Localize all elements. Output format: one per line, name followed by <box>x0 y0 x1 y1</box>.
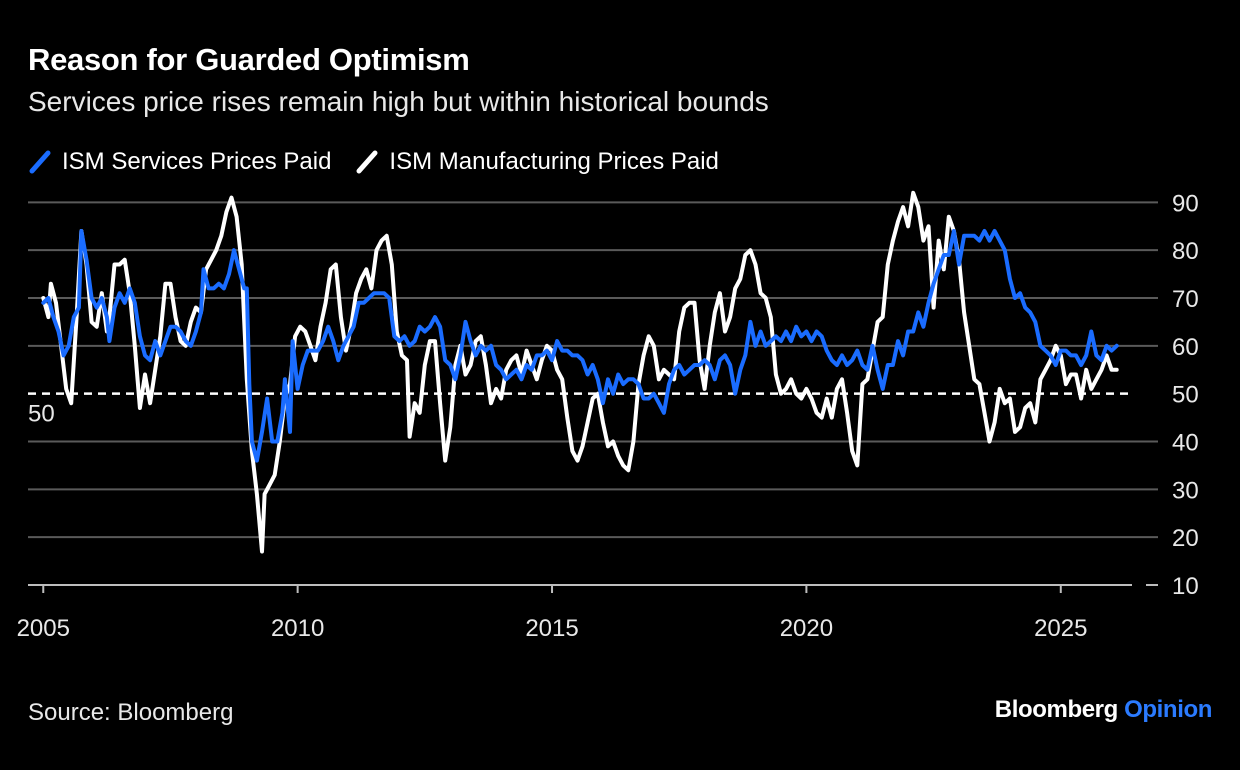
x-tick-label-2025: 2025 <box>1034 615 1087 642</box>
reference-line-label: 50 <box>28 401 55 428</box>
x-tick-label-2005: 2005 <box>17 615 70 642</box>
x-tick-label-2015: 2015 <box>525 615 578 642</box>
y-tick-label-90: 90 <box>1172 190 1199 217</box>
y-tick-label-70: 70 <box>1172 286 1199 313</box>
legend-swatch-manufacturing <box>356 150 378 174</box>
chart-subtitle: Services price rises remain high but wit… <box>28 86 769 117</box>
y-tick-label-10: 10 <box>1172 573 1199 600</box>
brand-main: Bloomberg <box>994 696 1118 723</box>
y-tick-label-20: 20 <box>1172 525 1199 552</box>
legend-label-services: ISM Services Prices Paid <box>62 148 332 175</box>
y-axis-ticks: 10 20 30 40 60 70 80 90 50 50 <box>28 190 1199 600</box>
legend-item-services: ISM Services Prices Paid <box>28 148 331 176</box>
chart-title: Reason for Guarded Optimism <box>28 42 470 77</box>
y-tick-label-40: 40 <box>1172 430 1199 457</box>
x-axis-ticks: 2005 2010 2015 2020 2025 <box>17 585 1087 642</box>
legend: ISM Services Prices Paid ISM Manufacturi… <box>28 148 743 176</box>
source-note: Source: Bloomberg <box>28 699 234 726</box>
brand-logo: Bloomberg Opinion <box>994 696 1213 724</box>
y-tick-label-30: 30 <box>1172 477 1199 504</box>
brand-accent: Opinion <box>1124 696 1212 723</box>
legend-item-manufacturing: ISM Manufacturing Prices Paid <box>355 148 719 176</box>
legend-label-manufacturing: ISM Manufacturing Prices Paid <box>389 148 719 175</box>
y-tick-label-80: 80 <box>1172 238 1199 265</box>
x-tick-label-2020: 2020 <box>780 615 833 642</box>
y-tick-label-50: 50 <box>1172 382 1199 409</box>
gridlines <box>28 201 1158 586</box>
legend-swatch-services <box>29 150 51 174</box>
series-line-services <box>41 229 1119 463</box>
y-tick-label-60: 60 <box>1172 334 1199 361</box>
x-tick-label-2010: 2010 <box>271 615 324 642</box>
series-lines <box>41 190 1119 554</box>
